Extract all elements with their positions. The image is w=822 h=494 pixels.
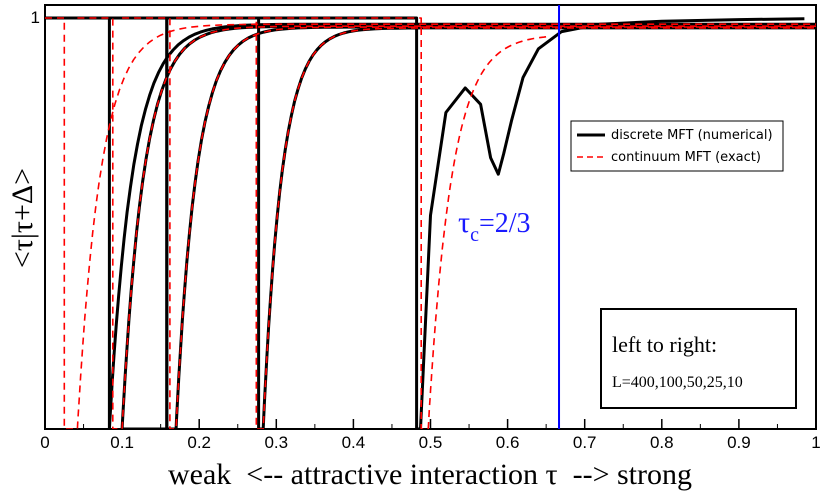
x-tick-label: 0.3	[264, 433, 288, 452]
continuum-curve-L100	[77, 17, 816, 429]
annotation-line-1: left to right:	[612, 332, 717, 357]
y-tick-label: 1	[31, 8, 40, 27]
x-axis-ticks: 0 0.1 0.2 0.3 0.4 0.5 0.6 0.7 0.8 0.9 1	[40, 419, 821, 452]
x-tick-label: 0.2	[187, 433, 211, 452]
x-tick-label: 1	[811, 433, 820, 452]
critical-label-value: =2/3	[479, 208, 531, 239]
discrete-curve-L400	[45, 16, 816, 429]
x-tick-label: 0.8	[650, 433, 674, 452]
critical-label: τc=2/3	[458, 206, 531, 246]
continuum-curve-L50	[122, 17, 816, 429]
legend: discrete MFT (numerical) continuum MFT (…	[570, 120, 784, 172]
annotation-frame	[600, 308, 797, 409]
critical-label-symbol: τ	[458, 206, 470, 239]
annotation-line-2: L=400,100,50,25,10	[612, 374, 743, 391]
critical-label-sub: c	[470, 224, 479, 246]
x-tick-label: 0	[40, 433, 49, 452]
x-tick-label: 0.5	[419, 433, 443, 452]
annotation-box: left to right: L=400,100,50,25,10	[600, 308, 797, 409]
continuum-curve-L25	[176, 17, 816, 429]
continuum-curve-L400	[45, 17, 816, 429]
x-tick-label: 0.6	[496, 433, 520, 452]
continuum-curve-L10	[263, 17, 547, 429]
legend-label-discrete: discrete MFT (numerical)	[611, 128, 773, 143]
x-tick-label: 0.1	[110, 433, 134, 452]
x-tick-label: 0.9	[727, 433, 751, 452]
legend-box	[570, 120, 784, 172]
x-axis-label: weak <-- attractive interaction τ --> st…	[168, 458, 692, 491]
legend-label-continuum: continuum MFT (exact)	[611, 150, 761, 165]
x-tick-label: 0.7	[573, 433, 597, 452]
x-tick-label: 0.4	[342, 433, 366, 452]
data-series	[45, 16, 816, 429]
y-axis-label: <τ|τ+Δ>	[6, 168, 39, 268]
